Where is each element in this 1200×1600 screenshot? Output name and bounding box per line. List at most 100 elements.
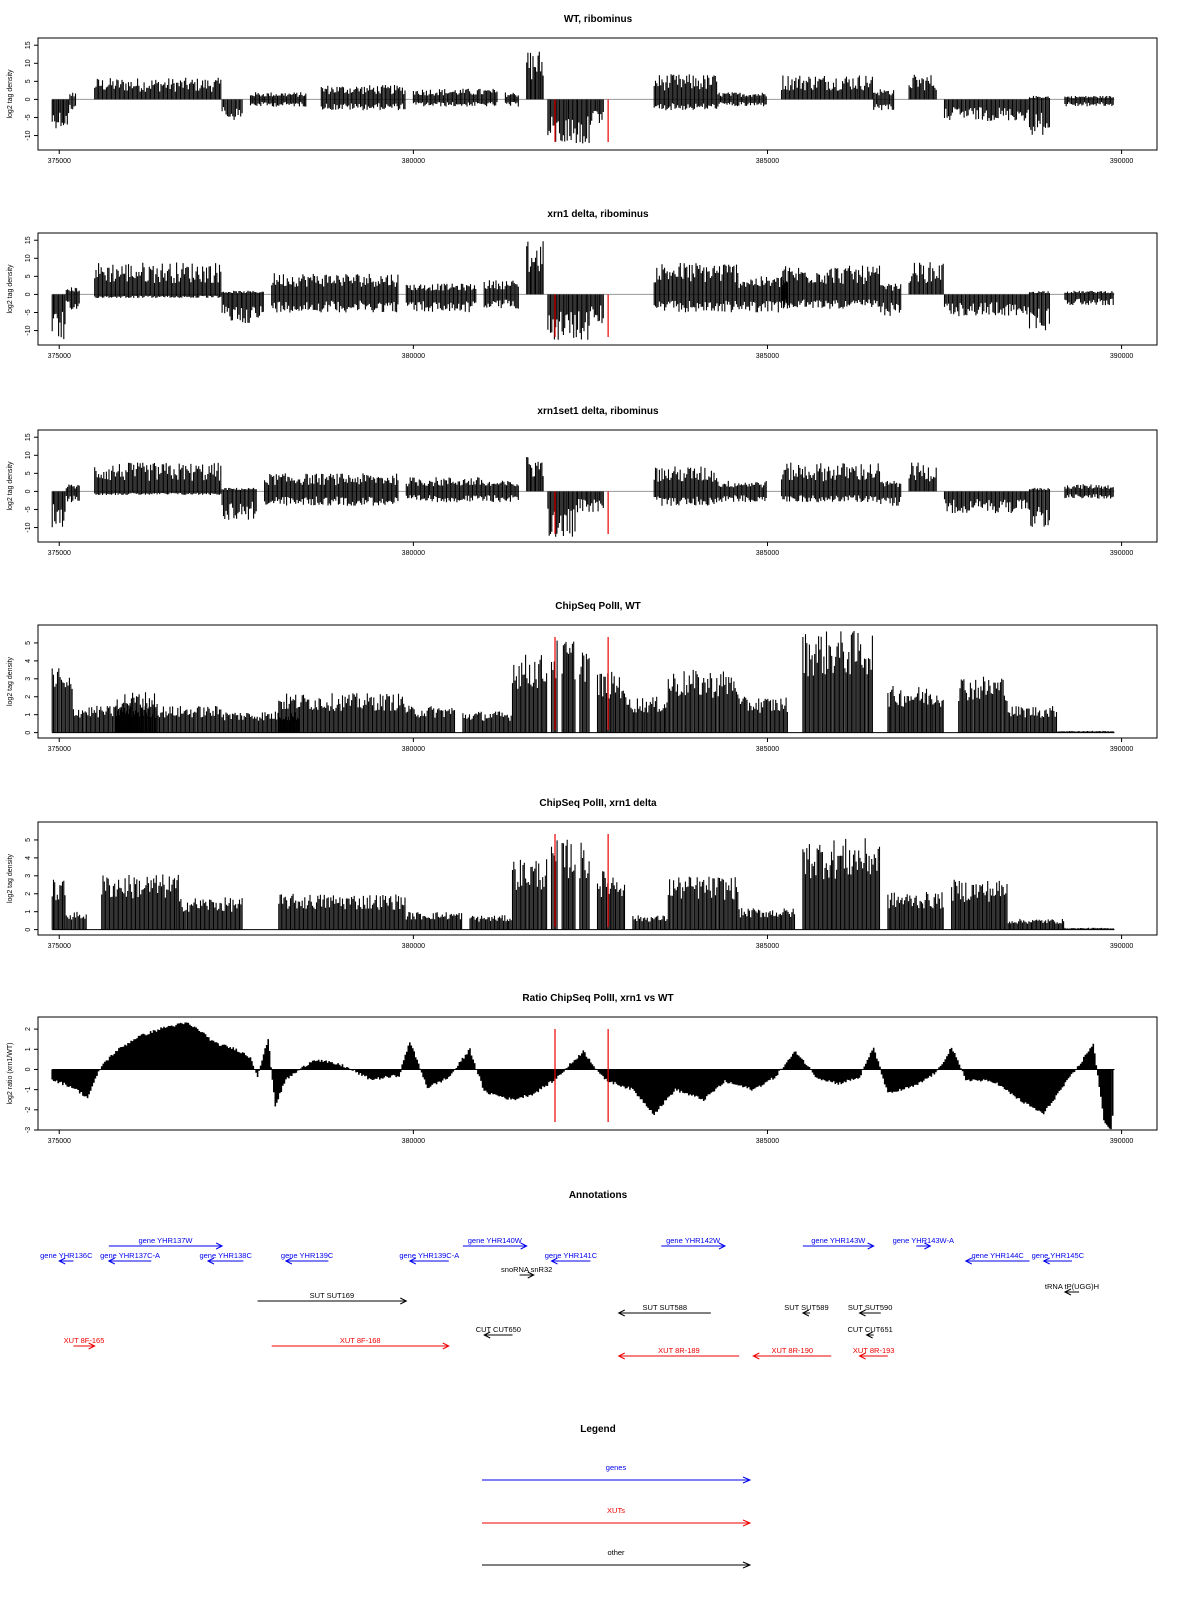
feature-arrow-head: [718, 1242, 727, 1250]
panel-4: ChipSeq PolII, WT log2 tag density 0 1 2 3 4 5 3…: [7, 601, 1158, 753]
density-segment: [908, 74, 937, 100]
density-bars: [462, 711, 512, 733]
density-bars: [1064, 290, 1114, 306]
density-bars: [221, 711, 300, 733]
feature-arrow-head: [88, 1342, 96, 1350]
density-segment: [101, 874, 179, 930]
density-bars: [887, 892, 944, 930]
density-segment: [320, 85, 406, 111]
density-bars: [1028, 291, 1050, 331]
density-segment: [504, 92, 519, 107]
y-axis-label: log2 tag density: [7, 69, 14, 119]
density-bars: [504, 92, 519, 107]
x-tick-label: 375000: [48, 1138, 71, 1145]
legend-label: XUTs: [607, 1506, 625, 1515]
panel-2: xrn1 delta, ribominus log2 tag density 15 1…: [7, 209, 1158, 360]
feature-arrow-head: [867, 1242, 875, 1250]
annotation-feature: CUT CUT650: [476, 1325, 521, 1339]
x-tick-label: 385000: [756, 550, 779, 557]
density-segment: [221, 487, 257, 520]
feature-arrow-head: [206, 1257, 215, 1265]
density-segment: [632, 915, 668, 930]
feature-label: gene YHR139C: [281, 1251, 334, 1260]
data-series: [51, 457, 1115, 537]
density-segment: [781, 462, 881, 503]
density-bars: [653, 466, 718, 506]
y-tick-label: 4: [25, 856, 32, 860]
density-segment: [717, 480, 767, 502]
legend-item: other: [482, 1548, 752, 1569]
density-segment: [653, 466, 718, 506]
annotation-feature: gene YHR145C: [1032, 1251, 1085, 1265]
annotation-feature: snoRNA snR32: [501, 1265, 552, 1279]
y-axis-label: log2 tag density: [7, 656, 14, 706]
density-segment: [405, 705, 456, 733]
density-bars: [781, 75, 873, 100]
y-tick-label: 5: [25, 274, 32, 278]
density-segment: [511, 859, 548, 930]
feature-label: gene YHR137C-A: [100, 1251, 160, 1260]
y-axis-label: log2 tag density: [7, 461, 14, 511]
data-series: [51, 241, 1115, 340]
density-bars: [589, 99, 604, 125]
feature-label: SUT SUT588: [643, 1303, 687, 1312]
x-tick-label: 385000: [756, 158, 779, 165]
density-segment: [264, 473, 399, 506]
density-segment: [278, 893, 406, 930]
density-bars: [1057, 730, 1114, 733]
density-bars: [908, 262, 944, 295]
annotation-feature: gene YHR144C: [964, 1251, 1030, 1265]
density-segment: [667, 876, 739, 930]
y-tick-label: 15: [25, 236, 32, 244]
density-segment: [667, 669, 739, 733]
feature-arrow-head: [520, 1242, 528, 1250]
density-segment: [547, 294, 590, 340]
density-segment: [738, 696, 788, 733]
legend-title: Legend: [580, 1424, 616, 1435]
density-bars: [802, 838, 881, 930]
density-segment: [94, 77, 222, 100]
annotation-feature: gene YHR143W-A: [893, 1236, 954, 1250]
density-bars: [51, 879, 66, 930]
density-segment: [1057, 730, 1114, 733]
y-tick-label: 1: [25, 1047, 32, 1051]
density-bars: [511, 859, 548, 930]
y-tick-label: 1: [25, 910, 32, 914]
y-tick-label: 10: [25, 451, 32, 459]
density-segment: [589, 294, 604, 324]
feature-arrow-head: [550, 1257, 558, 1265]
density-bars: [179, 897, 243, 930]
density-bars: [483, 480, 519, 503]
density-segment: [69, 92, 77, 110]
plot-frame: [37, 37, 1158, 151]
density-segment: [943, 99, 1029, 121]
ratio-area: [51, 1022, 1114, 1130]
annotation-feature: XUT 8R-193: [853, 1346, 894, 1360]
plot-frame: [37, 821, 1158, 936]
density-bars: [951, 879, 1008, 930]
density-segment: [738, 908, 796, 930]
annotation-feature: gene YHR137C-A: [100, 1251, 160, 1265]
density-segment: [65, 484, 80, 503]
feature-arrow-head: [617, 1309, 625, 1317]
annotation-feature: gene YHR142W: [661, 1236, 727, 1250]
density-bars: [526, 51, 544, 100]
density-bars: [1028, 95, 1050, 135]
panel-6: Ratio ChipSeq PolII, xrn1 vs WT log2 rati…: [7, 993, 1158, 1145]
y-tick-label: 0: [25, 97, 32, 101]
density-segment: [943, 294, 1029, 317]
annotations-panel: Annotations gene YHR136C gene YHR137W gene …: [40, 1190, 1099, 1360]
annotation-feature: SUT SUT590: [848, 1303, 892, 1317]
data-series: [51, 631, 1115, 734]
density-bars: [320, 85, 406, 111]
density-bars: [738, 908, 796, 930]
density-segment: [1028, 487, 1050, 527]
density-segment: [1028, 95, 1050, 135]
density-segment: [51, 491, 66, 528]
density-segment: [550, 640, 558, 733]
annotation-feature: gene YHR141C: [545, 1251, 598, 1265]
y-tick-label: 3: [25, 677, 32, 681]
annotation-feature: gene YHR143W: [802, 1236, 875, 1250]
density-segment: [511, 654, 548, 733]
